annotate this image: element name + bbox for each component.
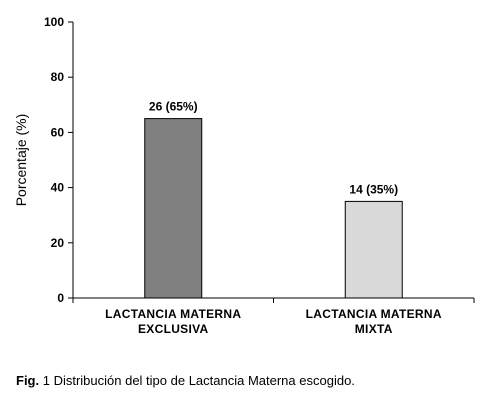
y-tick-label: 60 bbox=[51, 125, 65, 139]
y-tick-label: 40 bbox=[51, 181, 65, 195]
y-tick-label: 20 bbox=[51, 236, 65, 250]
y-tick-label: 100 bbox=[44, 15, 64, 29]
caption-prefix: Fig. bbox=[16, 373, 40, 388]
y-tick-label: 80 bbox=[51, 70, 65, 84]
bar-1 bbox=[144, 118, 203, 299]
x-category-label: LACTANCIA MATERNA bbox=[306, 307, 442, 321]
caption-text: 1 Distribución del tipo de Lactancia Mat… bbox=[39, 373, 355, 388]
bar-2 bbox=[344, 200, 403, 299]
figure-caption: Fig. 1 Distribución del tipo de Lactanci… bbox=[16, 373, 355, 388]
x-category-label: LACTANCIA MATERNA bbox=[105, 307, 241, 321]
x-category-label: MIXTA bbox=[355, 322, 393, 336]
x-category-label: EXCLUSIVA bbox=[138, 322, 209, 336]
data-label-2: 14 (35%) bbox=[349, 182, 398, 196]
data-label-1: 26 (65%) bbox=[149, 100, 198, 114]
y-tick-label: 0 bbox=[57, 291, 64, 305]
y-axis-title: Porcentaje (%) bbox=[13, 114, 29, 207]
